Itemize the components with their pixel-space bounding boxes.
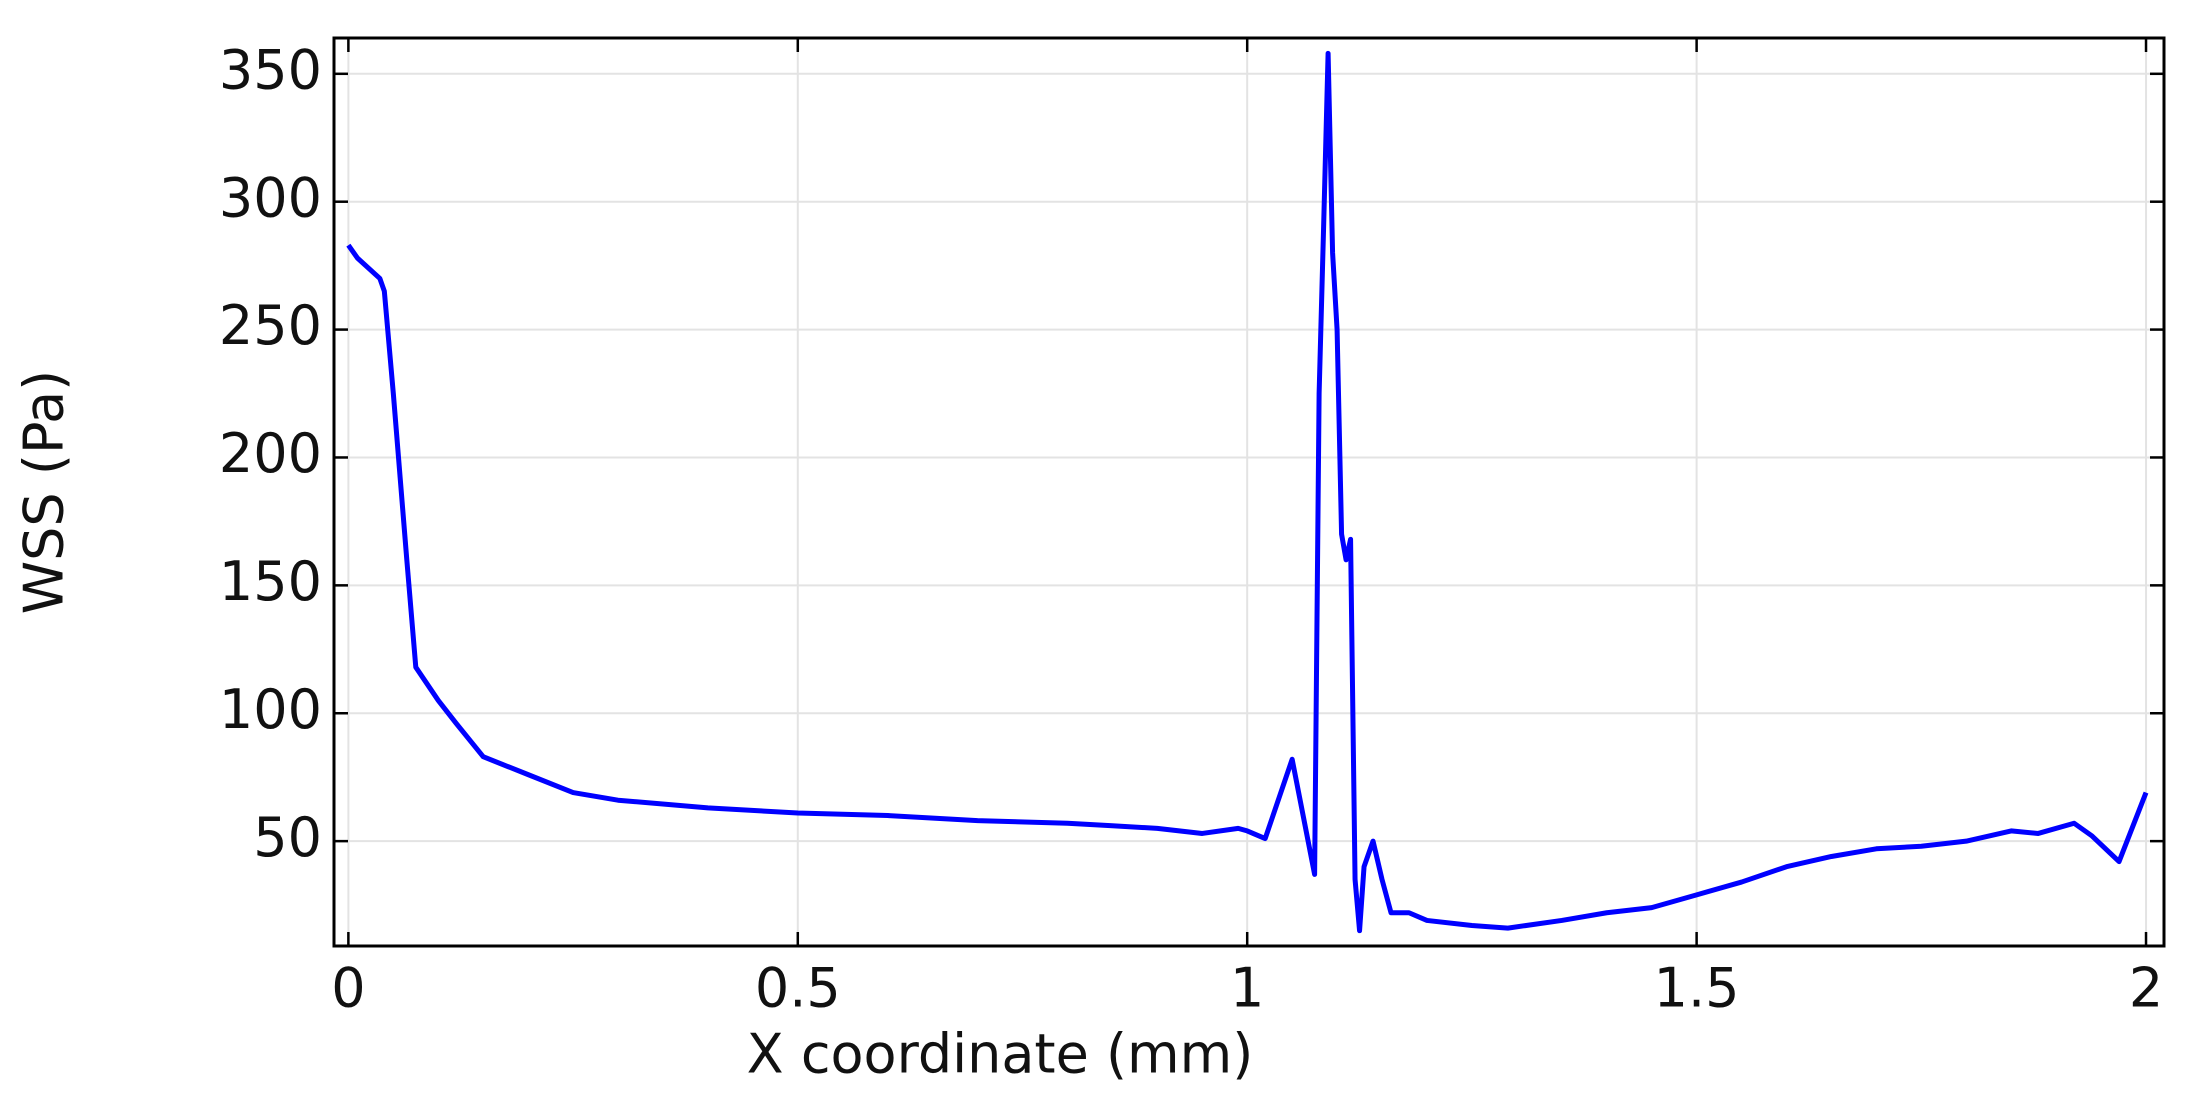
x-tick-label: 1 [1230,957,1264,1020]
y-axis-label: WSS (Pa) [13,370,76,614]
y-tick-label: 100 [219,678,322,741]
plot-frame [332,36,2166,948]
x-tick-label: 0.5 [755,957,841,1020]
x-tick-label: 2 [2129,957,2163,1020]
y-tick-label: 300 [219,166,322,229]
y-tick-label: 50 [253,806,322,869]
y-tick-label: 150 [219,550,322,613]
x-axis-label: X coordinate (mm) [747,1023,1254,1086]
x-tick-label: 0 [331,957,365,1020]
data-line [346,50,2149,934]
x-tick-label: 1.5 [1654,957,1740,1020]
y-tick-label: 250 [219,294,322,357]
y-tick-label: 350 [219,38,322,101]
y-tick-label: 200 [219,422,322,485]
